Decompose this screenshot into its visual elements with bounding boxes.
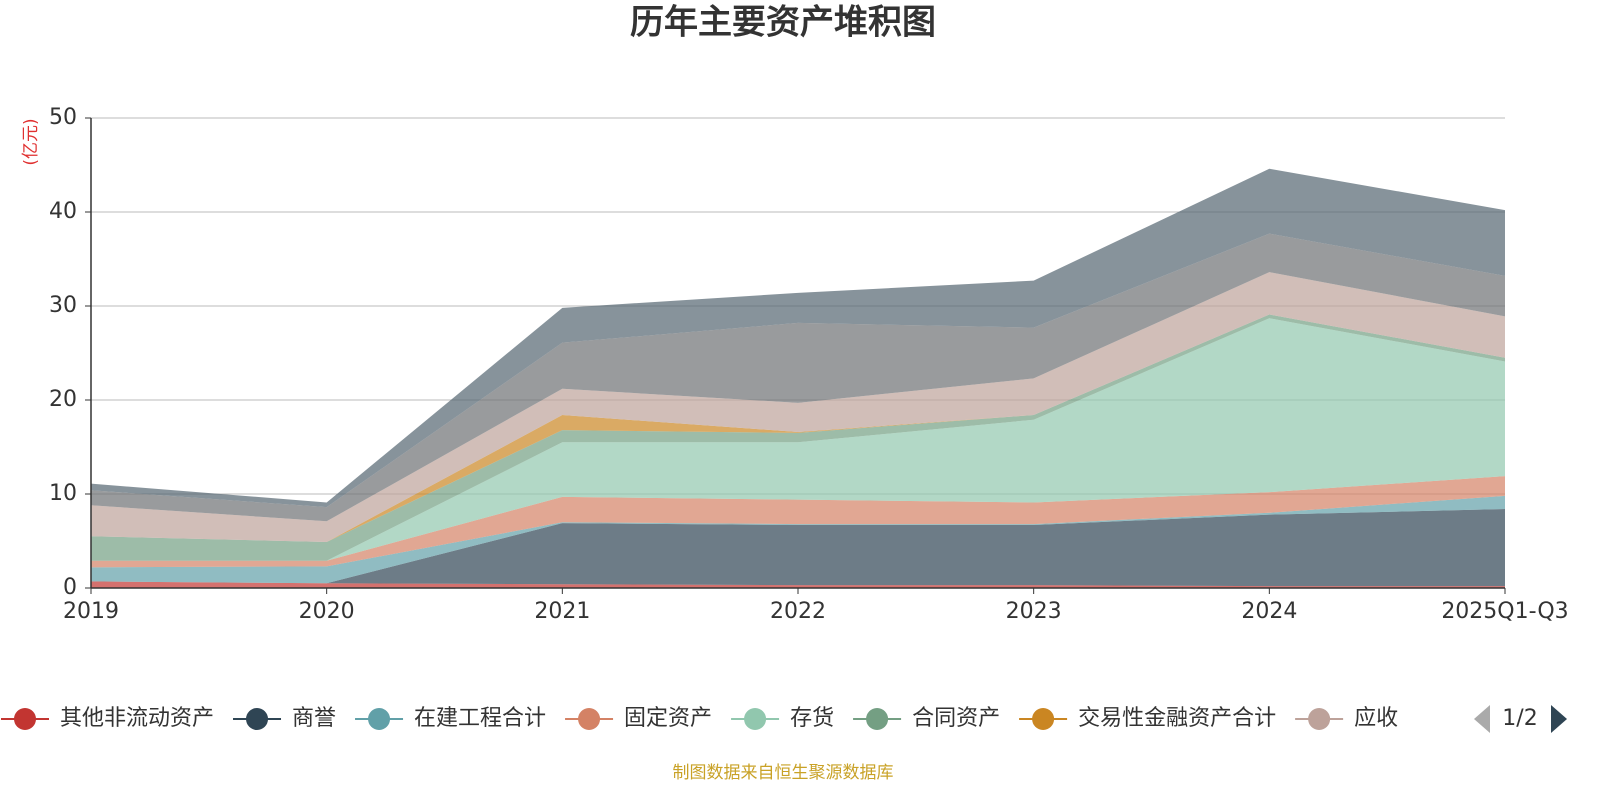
x-tick-label: 2019 xyxy=(63,599,119,624)
y-tick-label: 50 xyxy=(49,105,77,130)
legend-label: 交易性金融资产合计 xyxy=(1078,706,1276,731)
area xyxy=(91,233,1505,522)
legend-label: 应收 xyxy=(1354,706,1398,731)
legend-label: 商誉 xyxy=(292,706,336,731)
legend-next[interactable] xyxy=(1551,705,1567,733)
legend-label: 存货 xyxy=(790,706,834,731)
legend-marker xyxy=(246,708,269,730)
x-tick-label: 2020 xyxy=(299,599,355,624)
x-tick-label: 2023 xyxy=(1006,599,1062,624)
legend-marker xyxy=(1308,708,1331,730)
y-tick-label: 10 xyxy=(49,481,77,506)
y-tick-label: 20 xyxy=(49,387,77,412)
legend-marker xyxy=(1032,708,1055,730)
area xyxy=(91,476,1505,568)
legend-marker xyxy=(744,708,767,730)
x-tick-label: 2022 xyxy=(770,599,826,624)
chart-title: 历年主要资产堆积图 xyxy=(630,3,936,43)
legend-marker xyxy=(368,708,391,730)
legend-marker xyxy=(578,708,601,730)
area xyxy=(91,509,1505,587)
y-tick-label: 0 xyxy=(63,575,77,600)
legend-label: 在建工程合计 xyxy=(414,706,546,731)
area xyxy=(91,314,1505,561)
legend-label: 固定资产 xyxy=(624,706,712,731)
area xyxy=(91,168,1505,508)
area xyxy=(91,495,1505,584)
source-note: 制图数据来自恒生聚源数据库 xyxy=(673,763,894,783)
legend-label: 合同资产 xyxy=(912,706,1000,731)
area xyxy=(91,318,1505,561)
legend-label: 其他非流动资产 xyxy=(60,706,214,731)
y-axis-label: (亿元) xyxy=(21,118,41,165)
x-tick-label: 2021 xyxy=(534,599,590,624)
y-tick-label: 40 xyxy=(49,199,77,224)
legend-page: 1/2 xyxy=(1502,706,1537,731)
legend-marker xyxy=(866,708,889,730)
area xyxy=(91,581,1505,588)
x-tick-label: 2025Q1-Q3 xyxy=(1441,599,1568,624)
legend-prev[interactable] xyxy=(1474,705,1490,733)
legend-marker xyxy=(14,708,36,730)
area xyxy=(91,272,1505,542)
plot-area: 0 10 20 30 40 50 2019 2020 2021 2022 2023 2024 2025Q… xyxy=(49,105,1569,624)
x-tick-label: 2024 xyxy=(1241,599,1297,624)
area xyxy=(91,314,1505,542)
legend: 其他非流动资产 商誉 在建工程合计 固定资产 存货 合同资产 交易性金融资产合计 应收 xyxy=(1,706,1398,731)
y-tick-label: 30 xyxy=(49,293,77,318)
